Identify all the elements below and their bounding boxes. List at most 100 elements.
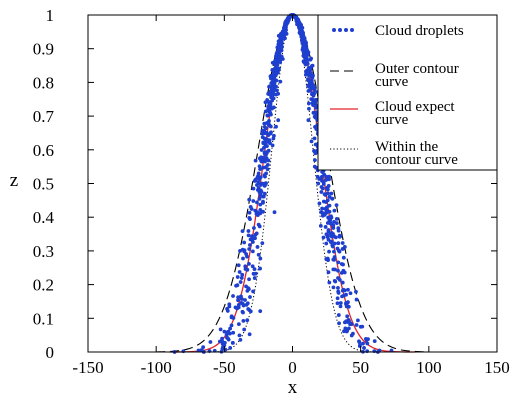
cloud-droplet [333, 279, 338, 284]
cloud-droplet [306, 101, 311, 106]
cloud-droplet [321, 182, 326, 186]
cloud-droplet [326, 237, 331, 242]
cloud-droplet [310, 92, 314, 97]
tick-layer: -150 -100 -50 0 50 100 150 0 0.1 0.2 0.3 0.4 0.5 0.6 0… [33, 6, 510, 377]
cloud-droplet [307, 106, 311, 111]
cloud-droplet [208, 340, 213, 344]
cloud-droplet [267, 84, 271, 89]
cloud-droplet [296, 20, 300, 25]
cloud-droplet [300, 30, 304, 35]
cloud-droplet [324, 241, 329, 246]
cloud-droplet [266, 104, 271, 109]
cloud-droplet [321, 235, 326, 240]
cloud-droplet [245, 301, 250, 306]
cloud-droplet [308, 57, 313, 62]
cloud-droplet [250, 249, 255, 254]
cloud-droplet [323, 225, 328, 229]
cloud-droplet [235, 275, 240, 279]
cloud-droplet [332, 257, 336, 262]
cloud-droplet [247, 261, 251, 266]
y-tick-label: 0.2 [33, 276, 54, 295]
cloud-droplet [272, 81, 277, 85]
cloud-droplet [283, 27, 287, 32]
cloud-droplet [306, 77, 310, 82]
cloud-droplet [260, 131, 265, 136]
cloud-droplet [255, 200, 259, 205]
cloud-droplet [261, 199, 265, 204]
cloud-droplet [250, 237, 255, 242]
cloud-droplet [256, 252, 261, 257]
cloud-droplet [258, 207, 263, 212]
cloud-droplet [286, 16, 291, 21]
cloud-droplet [243, 267, 248, 271]
cloud-droplet [334, 203, 339, 208]
cloud-droplet [334, 216, 339, 221]
legend-label: Cloud expect [375, 99, 455, 115]
cloud-droplet [339, 271, 344, 275]
cloud-droplet [246, 307, 251, 311]
cloud-droplet [240, 272, 245, 277]
cloud-droplet [332, 241, 337, 246]
cloud-droplet [308, 73, 313, 78]
cloud-droplet [238, 337, 243, 342]
cloud-droplet [309, 139, 314, 144]
legend-swatch-droplets [350, 28, 354, 32]
cloud-droplet [338, 304, 343, 309]
cloud-droplet [325, 209, 329, 213]
cloud-droplet [253, 232, 258, 237]
y-tick-label: 0.4 [33, 208, 55, 227]
cloud-droplet [244, 252, 249, 256]
cloud-droplet [301, 49, 306, 54]
cloud-droplet [284, 31, 289, 36]
cloud-droplet [331, 224, 335, 228]
cloud-droplet [300, 37, 305, 42]
cloud-droplet [365, 341, 370, 346]
cloud-droplet [245, 288, 250, 293]
cloud-droplet [278, 44, 283, 48]
cloud-droplet [252, 276, 257, 280]
cloud-droplet [333, 267, 337, 272]
cloud-droplet [258, 193, 263, 198]
cloud-droplet [238, 249, 242, 253]
cloud-droplet [314, 104, 319, 109]
cloud-droplet [260, 241, 265, 246]
cloud-droplet [227, 304, 232, 309]
cloud-droplet [361, 341, 365, 346]
cloud-droplet [257, 177, 262, 182]
cloud-droplet [301, 42, 306, 46]
cloud-droplet [344, 304, 349, 309]
cloud-droplet [324, 178, 329, 182]
cloud-droplet [268, 141, 272, 146]
cloud-droplet [265, 137, 269, 142]
cloud-droplet [274, 124, 278, 129]
cloud-droplet [345, 314, 350, 319]
cloud-droplet [265, 113, 270, 118]
cloud-droplet [218, 327, 223, 332]
cloud-droplet [228, 326, 233, 331]
cloud-droplet [264, 171, 268, 176]
cloud-droplet [263, 140, 268, 144]
cloud-droplet [275, 88, 279, 93]
cloud-droplet [254, 212, 259, 216]
cloud-droplet [243, 298, 247, 302]
cloud-droplet [256, 222, 261, 227]
cloud-droplet [306, 118, 311, 123]
cloud-droplet [327, 177, 331, 182]
cloud-droplet [351, 331, 355, 336]
cloud-droplet [283, 36, 287, 41]
x-tick-label: -150 [72, 358, 103, 377]
cloud-droplet [248, 243, 252, 247]
cloud-droplet [313, 98, 318, 102]
cloud-droplet [240, 309, 245, 314]
cloud-droplet [251, 186, 256, 191]
legend-swatch-droplets [332, 28, 336, 32]
cloud-droplet [252, 271, 257, 276]
cloud-droplet [324, 174, 329, 179]
cloud-droplet [319, 190, 324, 194]
cloud-droplet [306, 51, 310, 56]
cloud-droplet [258, 256, 263, 261]
cloud-droplet [354, 289, 358, 294]
cloud-droplet [336, 226, 341, 231]
cloud-droplet [255, 245, 260, 249]
